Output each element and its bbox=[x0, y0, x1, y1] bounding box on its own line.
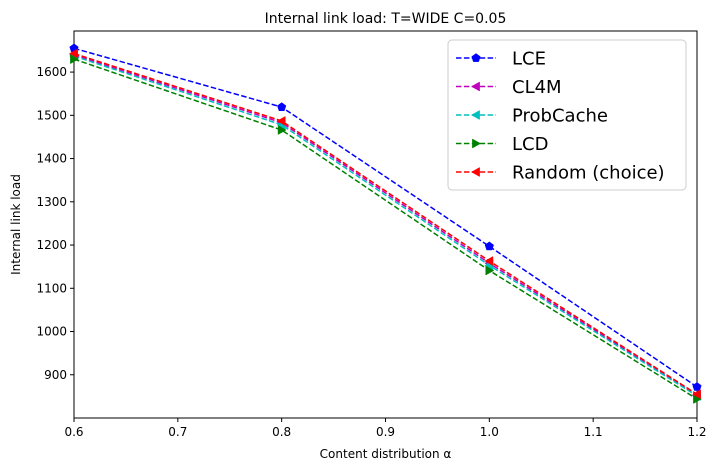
y-tick-label: 1600 bbox=[36, 65, 67, 79]
y-axis-label: Internal link load bbox=[9, 174, 23, 275]
x-axis-label: Content distribution α bbox=[320, 447, 452, 461]
data-point bbox=[485, 265, 495, 276]
data-point bbox=[691, 389, 701, 400]
y-axis-ticks: 900 1000 1100 1200 1300 1400 1500 1600 bbox=[36, 65, 74, 382]
x-tick-label: 0.6 bbox=[64, 425, 83, 439]
legend-marker bbox=[470, 110, 480, 120]
legend-item-lce: LCE bbox=[456, 49, 546, 70]
legend-box bbox=[447, 39, 687, 191]
legend-label: LCD bbox=[512, 134, 548, 155]
chart-title: Internal link load: T=WIDE C=0.05 bbox=[265, 11, 507, 27]
x-axis-ticks: 0.6 0.7 0.8 0.9 1.0 1.1 1.2 bbox=[64, 418, 707, 439]
series-line bbox=[73, 58, 698, 400]
x-tick-label: 1.0 bbox=[480, 425, 499, 439]
legend: LCE CL4M ProbCache LCD Random (choice) bbox=[447, 39, 687, 191]
legend-marker bbox=[472, 138, 482, 149]
legend-label: ProbCache bbox=[512, 106, 608, 127]
legend-item-cl4m: CL4M bbox=[456, 77, 562, 98]
legend-label: LCE bbox=[512, 49, 546, 70]
x-tick-label: 0.8 bbox=[272, 425, 291, 439]
series-line bbox=[73, 47, 698, 388]
data-point bbox=[277, 125, 287, 135]
series-lcd bbox=[70, 54, 703, 404]
data-point bbox=[277, 102, 287, 111]
legend-marker bbox=[470, 167, 480, 177]
data-point bbox=[484, 241, 494, 251]
y-tick-label: 1500 bbox=[36, 108, 67, 122]
data-point bbox=[276, 116, 286, 126]
series-line bbox=[73, 54, 698, 396]
legend-item-lcd: LCD bbox=[456, 134, 548, 155]
series-random-choice bbox=[68, 48, 701, 400]
legend-item-probcache: ProbCache bbox=[456, 106, 608, 127]
legend-label: Random (choice) bbox=[512, 163, 665, 184]
y-tick-label: 1100 bbox=[36, 281, 67, 295]
legend-label: CL4M bbox=[512, 77, 562, 98]
x-tick-label: 1.1 bbox=[584, 425, 603, 439]
legend-item-random-choice: Random (choice) bbox=[456, 163, 665, 184]
data-point bbox=[70, 54, 80, 65]
legend-marker bbox=[470, 81, 480, 92]
y-tick-label: 1400 bbox=[36, 152, 67, 166]
y-tick-label: 1200 bbox=[36, 238, 67, 252]
y-tick-label: 1000 bbox=[36, 325, 67, 339]
y-tick-label: 900 bbox=[44, 368, 67, 382]
data-point bbox=[484, 256, 494, 266]
legend-marker bbox=[471, 53, 481, 62]
series-lce bbox=[69, 43, 702, 391]
data-point bbox=[68, 48, 78, 59]
series-line bbox=[73, 55, 698, 397]
series-layer bbox=[68, 43, 703, 404]
x-tick-label: 0.9 bbox=[376, 425, 395, 439]
series-line bbox=[73, 52, 698, 395]
x-tick-label: 0.7 bbox=[168, 425, 187, 439]
data-point bbox=[692, 382, 702, 391]
x-tick-label: 1.2 bbox=[687, 425, 706, 439]
y-tick-label: 1300 bbox=[36, 195, 67, 209]
